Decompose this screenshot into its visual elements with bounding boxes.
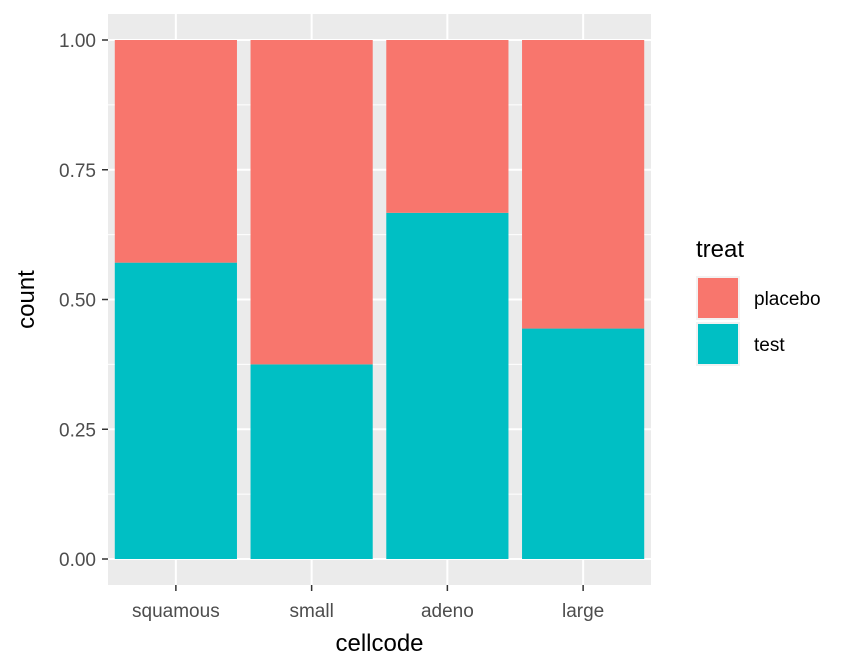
bar-test-squamous — [114, 262, 237, 559]
legend-swatch-test — [698, 324, 738, 364]
x-axis-title: cellcode — [335, 630, 423, 657]
bar-test-adeno — [386, 212, 509, 559]
x-axis: squamous small adeno large — [132, 585, 604, 622]
bars — [114, 40, 645, 559]
bar-test-small — [250, 364, 373, 559]
x-tick-label: small — [289, 601, 333, 622]
bar-test-large — [522, 328, 645, 559]
x-tick-label: adeno — [421, 601, 474, 622]
y-tick-label: 0.75 — [59, 161, 96, 182]
legend-swatch-placebo — [698, 278, 738, 318]
y-tick-label: 0.50 — [59, 291, 96, 312]
y-tick-label: 1.00 — [59, 31, 96, 52]
legend-items: placebo test — [696, 276, 821, 366]
bar-placebo-adeno — [386, 40, 509, 213]
legend-label-placebo: placebo — [754, 289, 821, 310]
y-axis: 0.00 0.25 0.50 0.75 1.00 — [59, 31, 108, 571]
x-tick-label: squamous — [132, 601, 220, 622]
y-axis-title: count — [13, 270, 40, 329]
y-tick-label: 0.00 — [59, 550, 96, 571]
bar-placebo-squamous — [114, 40, 237, 263]
bar-placebo-large — [522, 40, 645, 329]
legend: treat placebo test — [696, 236, 821, 366]
y-tick-label: 0.25 — [59, 420, 96, 441]
legend-label-test: test — [754, 335, 785, 356]
x-tick-label: large — [562, 601, 604, 622]
bar-placebo-small — [250, 40, 373, 365]
legend-title: treat — [696, 236, 744, 263]
